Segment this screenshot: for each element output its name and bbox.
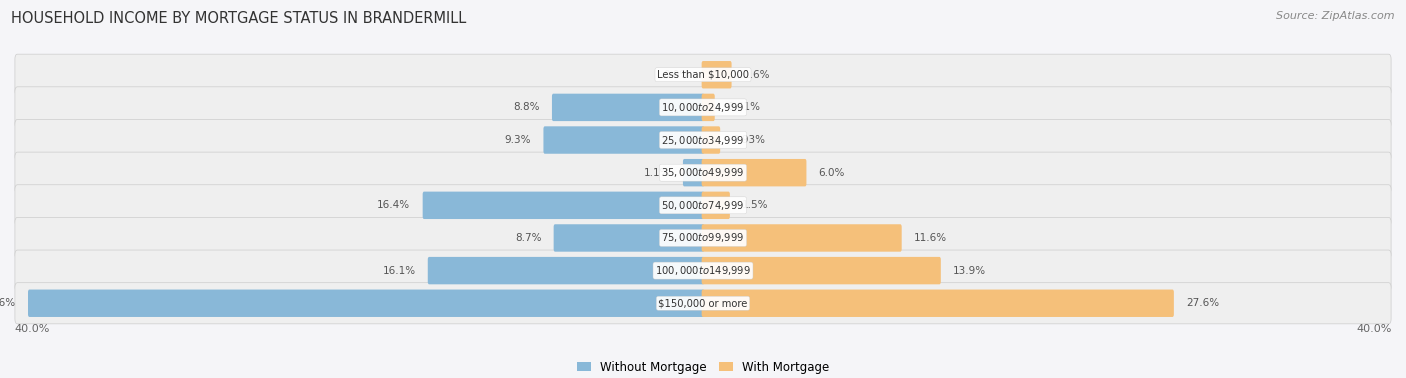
FancyBboxPatch shape <box>702 159 807 186</box>
Text: 8.7%: 8.7% <box>515 233 541 243</box>
Text: Less than $10,000: Less than $10,000 <box>657 70 749 80</box>
Text: 0.61%: 0.61% <box>727 102 761 112</box>
FancyBboxPatch shape <box>544 126 704 154</box>
FancyBboxPatch shape <box>15 87 1391 128</box>
FancyBboxPatch shape <box>15 250 1391 291</box>
Text: 16.1%: 16.1% <box>382 266 416 276</box>
FancyBboxPatch shape <box>702 126 720 154</box>
Text: 27.6%: 27.6% <box>1187 298 1219 308</box>
FancyBboxPatch shape <box>15 152 1391 193</box>
FancyBboxPatch shape <box>15 185 1391 226</box>
Text: 0.0%: 0.0% <box>664 70 689 80</box>
FancyBboxPatch shape <box>702 224 901 252</box>
Legend: Without Mortgage, With Mortgage: Without Mortgage, With Mortgage <box>572 356 834 378</box>
Text: Source: ZipAtlas.com: Source: ZipAtlas.com <box>1277 11 1395 21</box>
Text: 8.8%: 8.8% <box>513 102 540 112</box>
Text: 6.0%: 6.0% <box>818 168 845 178</box>
FancyBboxPatch shape <box>427 257 704 284</box>
FancyBboxPatch shape <box>702 61 731 88</box>
FancyBboxPatch shape <box>15 217 1391 259</box>
Text: 40.0%: 40.0% <box>14 324 49 334</box>
FancyBboxPatch shape <box>423 192 704 219</box>
Text: 0.93%: 0.93% <box>733 135 765 145</box>
Text: 9.3%: 9.3% <box>505 135 531 145</box>
Text: 40.0%: 40.0% <box>1357 324 1392 334</box>
Text: 39.6%: 39.6% <box>0 298 15 308</box>
FancyBboxPatch shape <box>554 224 704 252</box>
FancyBboxPatch shape <box>15 54 1391 95</box>
FancyBboxPatch shape <box>553 94 704 121</box>
Text: 16.4%: 16.4% <box>377 200 411 210</box>
Text: $100,000 to $149,999: $100,000 to $149,999 <box>655 264 751 277</box>
Text: 11.6%: 11.6% <box>914 233 948 243</box>
Text: $150,000 or more: $150,000 or more <box>658 298 748 308</box>
Text: 1.6%: 1.6% <box>744 70 770 80</box>
Text: $25,000 to $34,999: $25,000 to $34,999 <box>661 133 745 147</box>
Text: $10,000 to $24,999: $10,000 to $24,999 <box>661 101 745 114</box>
FancyBboxPatch shape <box>702 192 730 219</box>
Text: 1.5%: 1.5% <box>742 200 769 210</box>
FancyBboxPatch shape <box>702 290 1174 317</box>
Text: 13.9%: 13.9% <box>953 266 986 276</box>
FancyBboxPatch shape <box>702 94 714 121</box>
FancyBboxPatch shape <box>15 283 1391 324</box>
Text: HOUSEHOLD INCOME BY MORTGAGE STATUS IN BRANDERMILL: HOUSEHOLD INCOME BY MORTGAGE STATUS IN B… <box>11 11 467 26</box>
Text: 1.1%: 1.1% <box>644 168 671 178</box>
FancyBboxPatch shape <box>15 119 1391 161</box>
FancyBboxPatch shape <box>683 159 704 186</box>
Text: $50,000 to $74,999: $50,000 to $74,999 <box>661 199 745 212</box>
Text: $35,000 to $49,999: $35,000 to $49,999 <box>661 166 745 179</box>
FancyBboxPatch shape <box>702 257 941 284</box>
Text: $75,000 to $99,999: $75,000 to $99,999 <box>661 231 745 245</box>
FancyBboxPatch shape <box>28 290 704 317</box>
